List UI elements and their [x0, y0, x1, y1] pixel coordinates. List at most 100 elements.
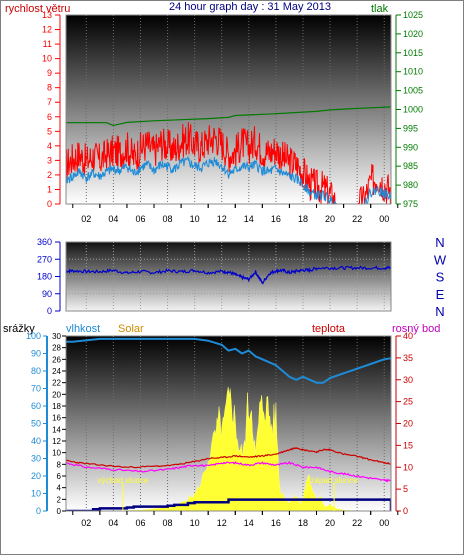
climate-plot-border: [65, 335, 392, 512]
temperature-tick-label: 5: [403, 484, 408, 494]
direction-tick-label: 270: [37, 254, 52, 264]
precip-tick-label: 80: [31, 366, 41, 376]
direction-tick-label: 90: [42, 289, 52, 299]
sun-annotations: východ slunce západ slunce: [98, 476, 358, 511]
wind-direction-line: [66, 265, 391, 285]
humidity-tick-label: 16: [52, 414, 61, 423]
temperature-tick-label: 40: [403, 331, 413, 341]
x-tick-label: 18: [298, 214, 308, 224]
humidity-tick-label: 10: [52, 449, 61, 458]
precip-tick-label: 60: [31, 401, 41, 411]
x-tick-label: 02: [81, 214, 91, 224]
x-tick-label: 22: [352, 214, 362, 224]
x-tick-label: 04: [108, 518, 118, 528]
temperature-tick-label: 20: [403, 419, 413, 429]
direction-tick-label: 0: [47, 306, 52, 316]
pressure-tick-label: 980: [403, 180, 418, 190]
pressure-axis: 975 980 985 990 995 1000 1005 1010 1015 1020 1025: [396, 10, 423, 209]
dew-point-label: rosný bod: [392, 323, 440, 335]
precip-tick-label: 20: [31, 471, 41, 481]
x-tick-label: 06: [135, 518, 145, 528]
x-tick-label: 20: [325, 518, 335, 528]
precip-tick-label: 70: [31, 384, 41, 394]
pressure-axis-label: tlak: [371, 3, 389, 15]
wind-tick-label: 12: [42, 25, 52, 35]
precip-axis: 0 10 20 30 40 50 60 70 80 90 100: [26, 331, 47, 516]
wind-tick-label: 6: [47, 112, 52, 122]
pressure-tick-label: 1020: [403, 29, 423, 39]
pressure-tick-label: 1000: [403, 105, 423, 115]
compass-label: S: [436, 270, 445, 285]
x-tick-label: 22: [352, 518, 362, 528]
compass-label: N: [435, 235, 444, 250]
climate-series: [66, 337, 391, 511]
compass-label: W: [434, 252, 447, 267]
precip-tick-label: 10: [31, 489, 41, 499]
humidity-tick-label: 0: [57, 507, 62, 516]
humidity-tick-label: 30: [52, 332, 61, 341]
humidity-tick-label: 20: [52, 390, 61, 399]
x-tick-label: 14: [244, 214, 254, 224]
x-tick-label: 18: [298, 518, 308, 528]
x-tick-label: 12: [217, 214, 227, 224]
temperature-tick-label: 35: [403, 353, 413, 363]
humidity-line: [66, 337, 391, 384]
temperature-tick-label: 0: [403, 506, 408, 516]
humidity-tick-label: 2: [57, 495, 62, 504]
climate-gridlines: [85, 336, 385, 511]
wind-tick-label: 13: [42, 10, 52, 20]
precipitation-line: [66, 498, 391, 511]
x-tick-label: 10: [190, 518, 200, 528]
temperature-tick-label: 15: [403, 440, 413, 450]
compass-label: E: [436, 287, 445, 302]
wind-tick-label: 7: [47, 97, 52, 107]
wind-tick-label: 9: [47, 68, 52, 78]
wind-plot-border: [65, 14, 392, 205]
x-tick-label: 16: [271, 518, 281, 528]
x-tick-label: 08: [163, 214, 173, 224]
pressure-tick-label: 985: [403, 161, 418, 171]
x-tick-label: 10: [190, 214, 200, 224]
precip-tick-label: 90: [31, 349, 41, 359]
compass-label: N: [435, 304, 444, 319]
x-tick-label: 16: [271, 214, 281, 224]
humidity-tick-label: 26: [52, 355, 61, 364]
humidity-tick-label: 28: [52, 344, 61, 353]
x-tick-label: 20: [325, 214, 335, 224]
x-tick-label: 02: [81, 518, 91, 528]
temperature-label: teplota: [312, 323, 346, 335]
wind-tick-label: 8: [47, 83, 52, 93]
pressure-tick-label: 1010: [403, 67, 423, 77]
humidity-tick-label: 6: [57, 472, 62, 481]
temperature-tick-label: 30: [403, 375, 413, 385]
pressure-tick-label: 1015: [403, 48, 423, 58]
temperature-tick-label: 10: [403, 462, 413, 472]
x-tick-label: 00: [379, 518, 389, 528]
humidity-label: vlhkost: [66, 323, 100, 335]
precip-tick-label: 30: [31, 454, 41, 464]
precip-tick-label: 0: [36, 506, 41, 516]
solar-label: Solar: [118, 323, 144, 335]
wind-time-axis: 02 04 06 08 10 12 14 16 18 20 22 00: [72, 204, 399, 224]
wind-tick-label: 4: [47, 141, 52, 151]
precip-label: srážky: [3, 323, 35, 335]
wind-tick-label: 2: [47, 170, 52, 180]
x-tick-label: 14: [244, 518, 254, 528]
x-tick-label: 06: [135, 214, 145, 224]
pressure-tick-label: 990: [403, 142, 418, 152]
humidity-tick-label: 14: [52, 425, 61, 434]
sunrise-label: východ slunce: [98, 476, 149, 485]
humidity-tick-label: 22: [52, 379, 61, 388]
pressure-tick-label: 1005: [403, 86, 423, 96]
temperature-axis: 0 5 10 15 20 25 30 35 40: [396, 331, 413, 516]
direction-tick-label: 180: [37, 272, 52, 282]
climate-time-axis: 02 04 06 08 10 12 14 16 18 20 22 00: [72, 511, 399, 528]
chart-title: 24 hour graph day : 31 May 2013: [169, 1, 331, 13]
precip-tick-label: 50: [31, 419, 41, 429]
